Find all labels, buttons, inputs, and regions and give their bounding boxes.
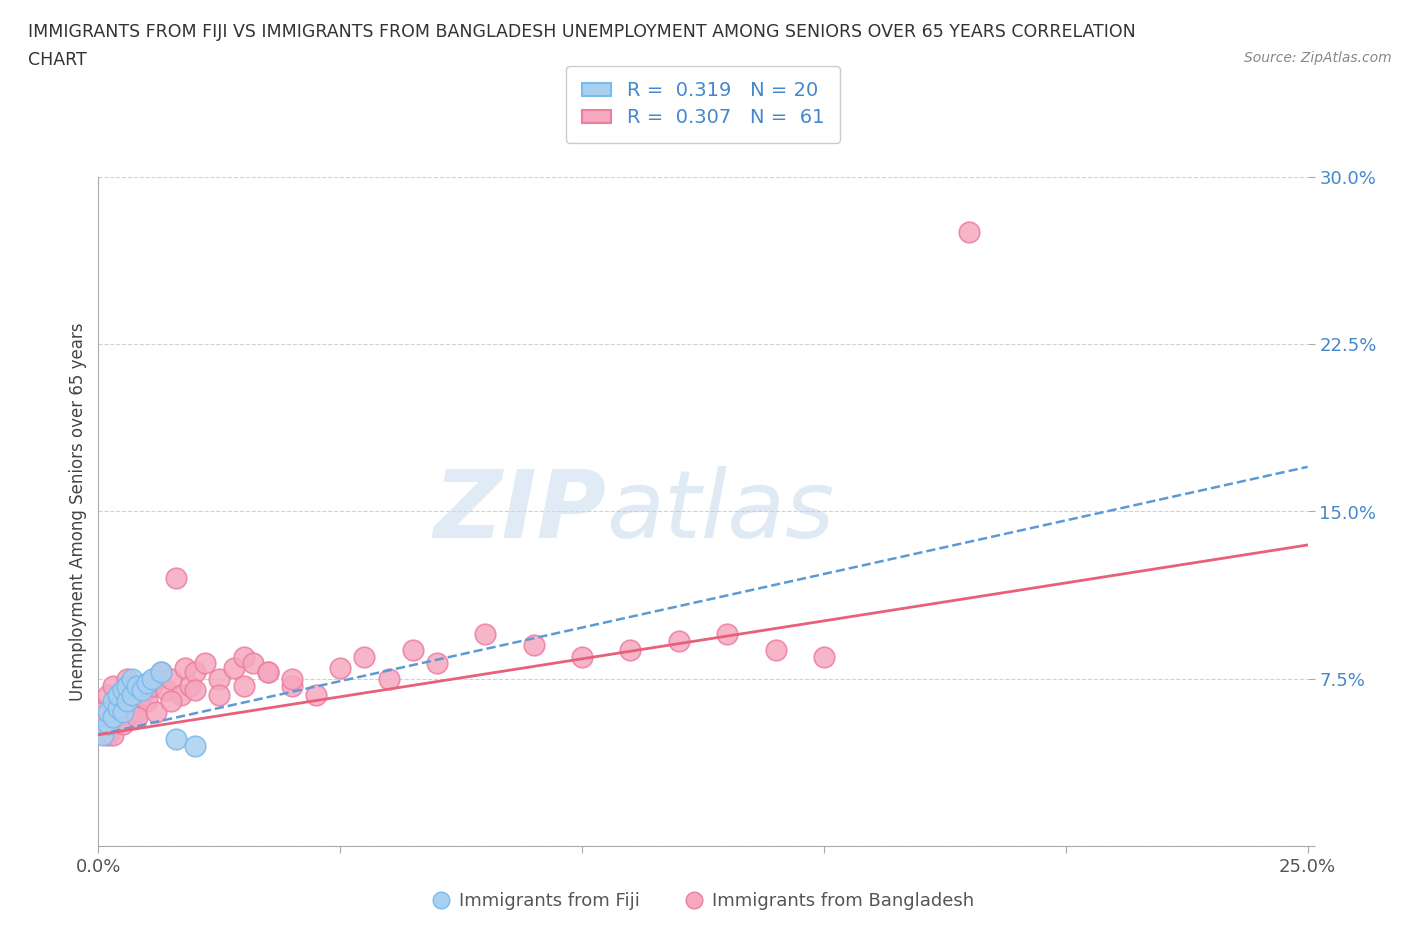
Point bbox=[208, 687, 231, 702]
Point bbox=[174, 660, 197, 675]
Point bbox=[131, 687, 153, 702]
Point bbox=[165, 732, 187, 747]
Point bbox=[305, 687, 328, 702]
Point bbox=[127, 705, 149, 720]
Point bbox=[256, 665, 278, 680]
Point bbox=[127, 678, 149, 693]
Point bbox=[179, 678, 201, 693]
Point bbox=[208, 671, 231, 686]
Point bbox=[131, 683, 153, 698]
Point bbox=[232, 649, 254, 664]
Point bbox=[242, 656, 264, 671]
Point bbox=[281, 671, 304, 686]
Point bbox=[145, 705, 167, 720]
Point bbox=[184, 738, 207, 753]
Point bbox=[813, 649, 835, 664]
Point bbox=[150, 665, 173, 680]
Point bbox=[97, 727, 120, 742]
Point bbox=[141, 678, 163, 693]
Point bbox=[135, 694, 157, 709]
Point bbox=[281, 678, 304, 693]
Point bbox=[957, 225, 980, 240]
Point bbox=[97, 687, 120, 702]
Point bbox=[184, 665, 207, 680]
Point bbox=[765, 643, 787, 658]
Point bbox=[232, 678, 254, 693]
Point bbox=[160, 671, 183, 686]
Point bbox=[97, 705, 120, 720]
Point bbox=[571, 649, 593, 664]
Point bbox=[523, 638, 546, 653]
Point bbox=[117, 678, 139, 693]
Y-axis label: Unemployment Among Seniors over 65 years: Unemployment Among Seniors over 65 years bbox=[69, 323, 87, 700]
Point bbox=[121, 694, 143, 709]
Point bbox=[426, 656, 449, 671]
Point bbox=[107, 705, 129, 720]
Point bbox=[111, 705, 134, 720]
Point bbox=[91, 716, 114, 731]
Text: Source: ZipAtlas.com: Source: ZipAtlas.com bbox=[1244, 51, 1392, 65]
Point bbox=[668, 633, 690, 648]
Point bbox=[111, 716, 134, 731]
Point bbox=[165, 571, 187, 586]
Point bbox=[127, 710, 149, 724]
Point bbox=[111, 683, 134, 698]
Point bbox=[716, 627, 738, 642]
Point bbox=[117, 710, 139, 724]
Point bbox=[101, 678, 124, 693]
Point bbox=[121, 683, 143, 698]
Point bbox=[107, 687, 129, 702]
Point bbox=[111, 687, 134, 702]
Point bbox=[145, 671, 167, 686]
Point bbox=[256, 665, 278, 680]
Text: atlas: atlas bbox=[606, 466, 835, 557]
Point bbox=[155, 683, 177, 698]
Point bbox=[402, 643, 425, 658]
Point bbox=[91, 727, 114, 742]
Point bbox=[121, 671, 143, 686]
Point bbox=[329, 660, 352, 675]
Point bbox=[619, 643, 641, 658]
Point bbox=[107, 694, 129, 709]
Point bbox=[474, 627, 496, 642]
Point bbox=[117, 671, 139, 686]
Point bbox=[184, 683, 207, 698]
Point bbox=[135, 676, 157, 691]
Text: ZIP: ZIP bbox=[433, 466, 606, 557]
Point bbox=[101, 727, 124, 742]
Point bbox=[107, 700, 129, 715]
Point bbox=[160, 694, 183, 709]
Point bbox=[101, 710, 124, 724]
Point bbox=[101, 710, 124, 724]
Legend: Immigrants from Fiji, Immigrants from Bangladesh: Immigrants from Fiji, Immigrants from Ba… bbox=[425, 885, 981, 918]
Point bbox=[97, 716, 120, 731]
Point bbox=[135, 683, 157, 698]
Point bbox=[101, 694, 124, 709]
Point bbox=[127, 678, 149, 693]
Point bbox=[377, 671, 399, 686]
Point bbox=[111, 700, 134, 715]
Point bbox=[194, 656, 217, 671]
Point bbox=[91, 705, 114, 720]
Point bbox=[222, 660, 245, 675]
Point bbox=[169, 687, 191, 702]
Text: IMMIGRANTS FROM FIJI VS IMMIGRANTS FROM BANGLADESH UNEMPLOYMENT AMONG SENIORS OV: IMMIGRANTS FROM FIJI VS IMMIGRANTS FROM … bbox=[28, 23, 1136, 41]
Point bbox=[353, 649, 375, 664]
Point bbox=[117, 694, 139, 709]
Point bbox=[150, 665, 173, 680]
Point bbox=[121, 687, 143, 702]
Point bbox=[141, 671, 163, 686]
Text: CHART: CHART bbox=[28, 51, 87, 69]
